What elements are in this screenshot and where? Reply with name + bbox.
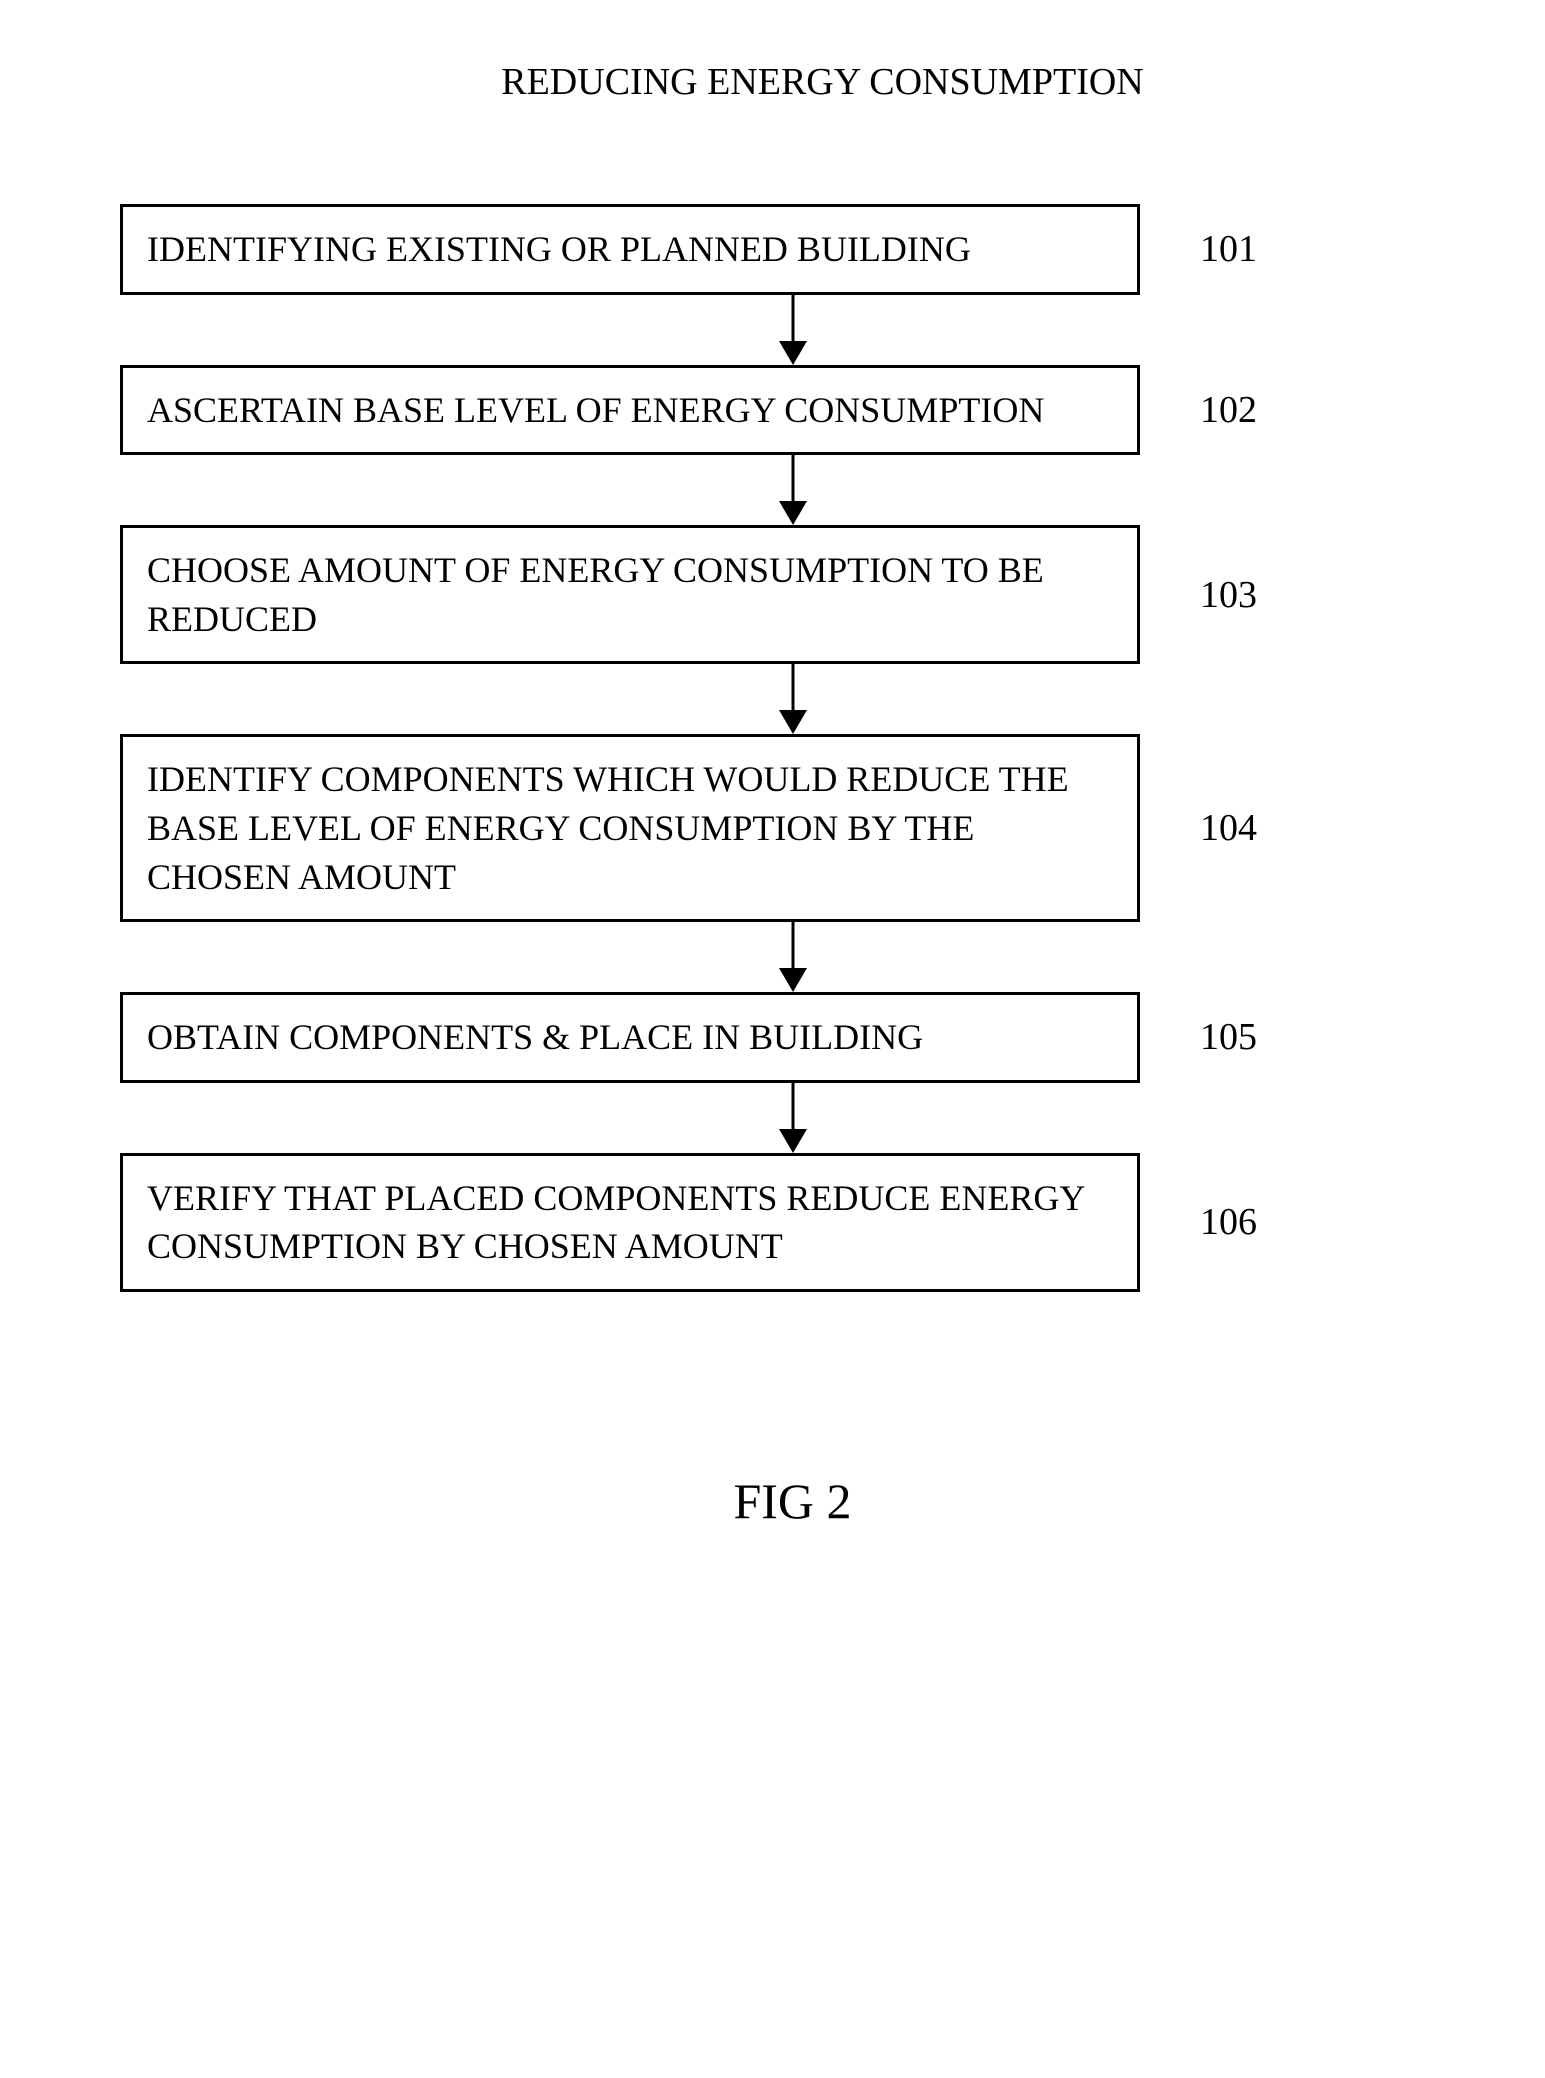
arrow-icon bbox=[773, 455, 813, 525]
step-row: IDENTIFYING EXISTING OR PLANNED BUILDING… bbox=[120, 204, 1465, 295]
step-label-105: 105 bbox=[1200, 1015, 1257, 1059]
diagram-title: REDUCING ENERGY CONSUMPTION bbox=[180, 60, 1465, 104]
arrow-icon bbox=[773, 1083, 813, 1153]
step-box-104: IDENTIFY COMPONENTS WHICH WOULD REDUCE T… bbox=[120, 734, 1140, 922]
step-row: ASCERTAIN BASE LEVEL OF ENERGY CONSUMPTI… bbox=[120, 365, 1465, 456]
step-label-101: 101 bbox=[1200, 227, 1257, 271]
step-box-106: VERIFY THAT PLACED COMPONENTS REDUCE ENE… bbox=[120, 1153, 1140, 1292]
step-label-104: 104 bbox=[1200, 806, 1257, 850]
step-box-102: ASCERTAIN BASE LEVEL OF ENERGY CONSUMPTI… bbox=[120, 365, 1140, 456]
arrow-wrap bbox=[283, 1083, 1303, 1153]
step-row: IDENTIFY COMPONENTS WHICH WOULD REDUCE T… bbox=[120, 734, 1465, 922]
figure-label: FIG 2 bbox=[120, 1472, 1465, 1530]
step-row: VERIFY THAT PLACED COMPONENTS REDUCE ENE… bbox=[120, 1153, 1465, 1292]
arrow-wrap bbox=[283, 922, 1303, 992]
arrow-wrap bbox=[283, 455, 1303, 525]
step-box-103: CHOOSE AMOUNT OF ENERGY CONSUMPTION TO B… bbox=[120, 525, 1140, 664]
step-label-103: 103 bbox=[1200, 573, 1257, 617]
step-box-101: IDENTIFYING EXISTING OR PLANNED BUILDING bbox=[120, 204, 1140, 295]
step-label-102: 102 bbox=[1200, 388, 1257, 432]
step-label-106: 106 bbox=[1200, 1200, 1257, 1244]
arrow-icon bbox=[773, 664, 813, 734]
step-box-105: OBTAIN COMPONENTS & PLACE IN BUILDING bbox=[120, 992, 1140, 1083]
step-row: OBTAIN COMPONENTS & PLACE IN BUILDING 10… bbox=[120, 992, 1465, 1083]
arrow-wrap bbox=[283, 295, 1303, 365]
arrow-icon bbox=[773, 295, 813, 365]
diagram-container: REDUCING ENERGY CONSUMPTION IDENTIFYING … bbox=[0, 0, 1545, 1590]
step-row: CHOOSE AMOUNT OF ENERGY CONSUMPTION TO B… bbox=[120, 525, 1465, 664]
arrow-icon bbox=[773, 922, 813, 992]
arrow-wrap bbox=[283, 664, 1303, 734]
flowchart: IDENTIFYING EXISTING OR PLANNED BUILDING… bbox=[120, 204, 1465, 1292]
